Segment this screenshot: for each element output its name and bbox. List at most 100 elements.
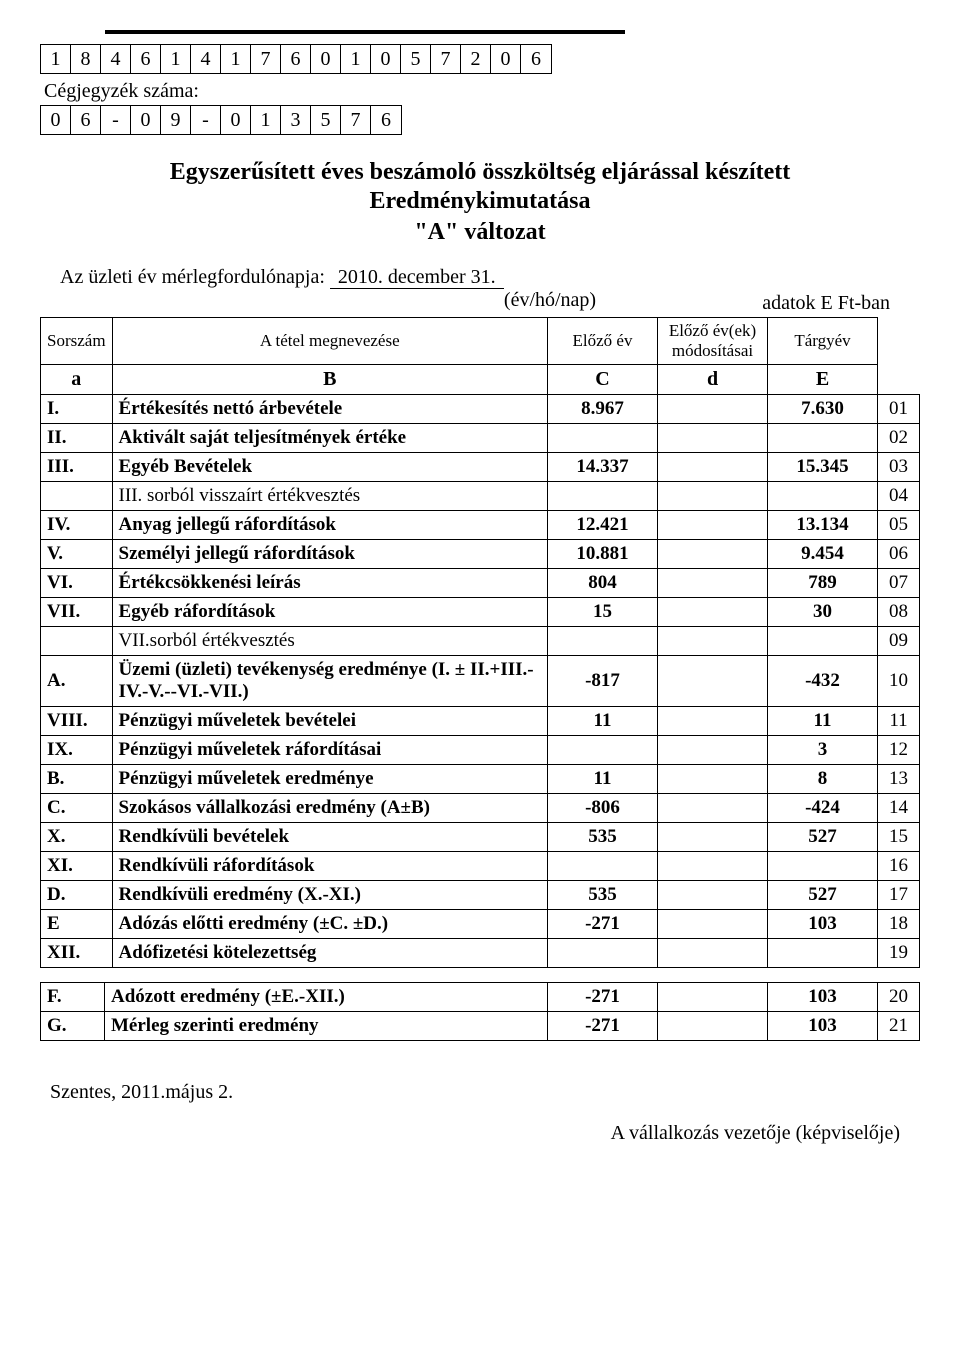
table-row: III. sorból visszaírt értékvesztés 04	[41, 482, 920, 511]
cell-c	[548, 852, 658, 881]
cell-d	[658, 765, 768, 794]
cell-c: -271	[548, 983, 658, 1012]
cell-b: Adófizetési kötelezettség	[112, 939, 547, 968]
cell-b: Pénzügyi műveletek ráfordításai	[112, 736, 547, 765]
cell-b: Anyag jellegű ráfordítások	[112, 511, 547, 540]
table-row: D.Rendkívüli eredmény (X.-XI.)53552717	[41, 881, 920, 910]
cell-d	[658, 939, 768, 968]
hdr-n	[878, 318, 920, 365]
cell-b: Értékcsökkenési leírás	[112, 569, 547, 598]
cell-a: VII.	[41, 598, 113, 627]
cell-c: -271	[548, 1012, 658, 1041]
cell-a: III.	[41, 453, 113, 482]
table-row: V.Személyi jellegű ráfordítások10.8819.4…	[41, 540, 920, 569]
cell-c: 8.967	[548, 395, 658, 424]
cell-n: 18	[878, 910, 920, 939]
tax-digit: 1	[41, 45, 71, 73]
cell-c	[548, 424, 658, 453]
meta-label: Az üzleti év mérlegfordulónapja:	[60, 266, 325, 288]
cell-a: IX.	[41, 736, 113, 765]
cell-a: X.	[41, 823, 113, 852]
cell-c	[548, 627, 658, 656]
cell-d	[658, 1012, 768, 1041]
table-row: A.Üzemi (üzleti) tevékenység eredménye (…	[41, 656, 920, 707]
tax-digit: 0	[371, 45, 401, 73]
cell-a: VIII.	[41, 707, 113, 736]
cell-d	[658, 453, 768, 482]
tax-digit: 6	[521, 45, 551, 73]
cell-b: Pénzügyi műveletek bevételei	[112, 707, 547, 736]
cell-e	[768, 482, 878, 511]
cell-n: 07	[878, 569, 920, 598]
cell-n: 08	[878, 598, 920, 627]
table-row: B.Pénzügyi műveletek eredménye11813	[41, 765, 920, 794]
cell-d	[658, 511, 768, 540]
cell-b: Rendkívüli eredmény (X.-XI.)	[112, 881, 547, 910]
cell-e: 527	[768, 823, 878, 852]
table-row: F.Adózott eredmény (±E.-XII.)-27110320	[41, 983, 920, 1012]
cell-c: 15	[548, 598, 658, 627]
top-rule	[105, 30, 625, 34]
cell-d	[658, 910, 768, 939]
cell-c: 804	[548, 569, 658, 598]
tax-digit: 6	[131, 45, 161, 73]
meta-line: Az üzleti év mérlegfordulónapja: 2010. d…	[60, 266, 920, 289]
cell-e: 9.454	[768, 540, 878, 569]
table-row: XII.Adófizetési kötelezettség19	[41, 939, 920, 968]
cell-n: 05	[878, 511, 920, 540]
cell-d	[658, 823, 768, 852]
table-row: VII.sorból értékvesztés09	[41, 627, 920, 656]
cell-e: 7.630	[768, 395, 878, 424]
cell-e	[768, 939, 878, 968]
cell-d	[658, 627, 768, 656]
tax-digit: 1	[341, 45, 371, 73]
cell-a: IV.	[41, 511, 113, 540]
table-row: C.Szokásos vállalkozási eredmény (A±B)-8…	[41, 794, 920, 823]
header-row-2: a B C d E	[41, 365, 920, 395]
hdr2-b: B	[112, 365, 547, 395]
tax-number-boxes: 18461417601057206	[40, 44, 552, 74]
cell-n: 20	[878, 983, 920, 1012]
cell-b: III. sorból visszaírt értékvesztés	[112, 482, 547, 511]
cell-c: 535	[548, 881, 658, 910]
reg-digit: 6	[371, 106, 401, 134]
cell-e: 30	[768, 598, 878, 627]
cell-d	[658, 656, 768, 707]
reg-digit: 0	[221, 106, 251, 134]
header-row-1: Sorszám A tétel megnevezése Előző év Elő…	[41, 318, 920, 365]
cell-e	[768, 627, 878, 656]
reg-digit: 9	[161, 106, 191, 134]
cell-n: 03	[878, 453, 920, 482]
cell-c: 535	[548, 823, 658, 852]
tax-digit: 8	[71, 45, 101, 73]
table-row: III.Egyéb Bevételek14.33715.34503	[41, 453, 920, 482]
table-row: X.Rendkívüli bevételek53552715	[41, 823, 920, 852]
cell-e: 13.134	[768, 511, 878, 540]
table-row: VII.Egyéb ráfordítások153008	[41, 598, 920, 627]
cell-n: 06	[878, 540, 920, 569]
cell-e	[768, 852, 878, 881]
hdr2-e: E	[768, 365, 878, 395]
cell-d	[658, 598, 768, 627]
cell-c: -817	[548, 656, 658, 707]
cell-a: I.	[41, 395, 113, 424]
table-row: VIII.Pénzügyi műveletek bevételei111111	[41, 707, 920, 736]
cell-n: 04	[878, 482, 920, 511]
cell-a: C.	[41, 794, 113, 823]
reg-digit: 0	[131, 106, 161, 134]
reg-digit: 3	[281, 106, 311, 134]
table-row: IV.Anyag jellegű ráfordítások12.42113.13…	[41, 511, 920, 540]
meta-date: 2010. december 31.	[330, 266, 504, 289]
reg-label: Cégjegyzék száma:	[44, 80, 920, 103]
cell-n: 01	[878, 395, 920, 424]
income-statement-table-2: F.Adózott eredmény (±E.-XII.)-27110320G.…	[40, 982, 920, 1041]
unit-label: adatok E Ft-ban	[40, 292, 890, 315]
cell-a	[41, 627, 113, 656]
cell-d	[658, 852, 768, 881]
income-statement-table: Sorszám A tétel megnevezése Előző év Elő…	[40, 317, 920, 968]
cell-c: 11	[548, 707, 658, 736]
table-row: I.Értékesítés nettó árbevétele8.9677.630…	[41, 395, 920, 424]
cell-e	[768, 424, 878, 453]
cell-a	[41, 482, 113, 511]
cell-n: 14	[878, 794, 920, 823]
